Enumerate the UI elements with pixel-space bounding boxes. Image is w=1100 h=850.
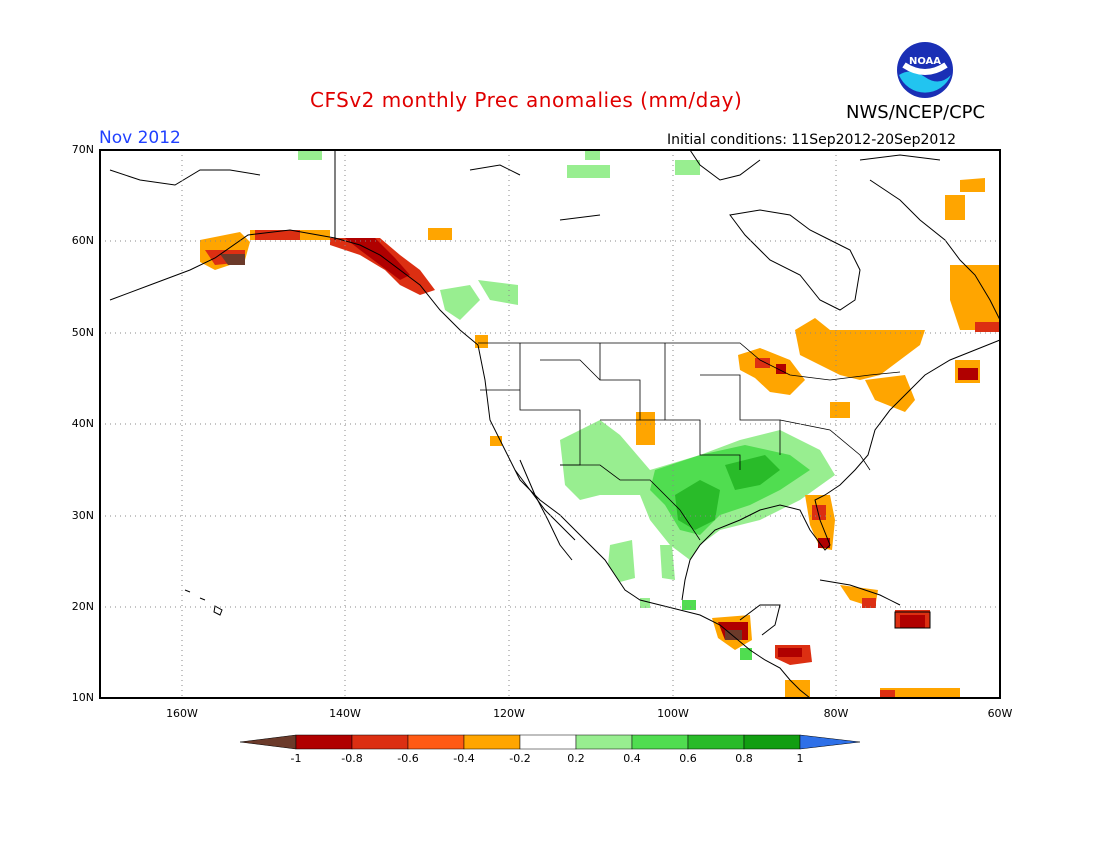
colorbar-label: 0.2	[567, 752, 585, 765]
lon-label: 80W	[823, 707, 849, 720]
map-frame	[99, 149, 1001, 699]
lat-label: 50N	[71, 326, 94, 339]
colorbar-label: -0.2	[509, 752, 531, 765]
lat-label: 30N	[71, 509, 94, 522]
lon-label: 100W	[657, 707, 689, 720]
colorbar-label: -0.6	[397, 752, 419, 765]
svg-text:NOAA: NOAA	[909, 56, 941, 67]
colorbar	[239, 734, 861, 750]
colorbar-label: -1	[290, 752, 302, 765]
noaa-logo-icon: NOAA	[897, 42, 953, 98]
lat-label: 20N	[71, 600, 94, 613]
lat-label: 70N	[71, 143, 94, 156]
colorbar-label: 1	[796, 752, 804, 765]
colorbar-label: -0.4	[453, 752, 475, 765]
lon-label: 140W	[329, 707, 361, 720]
initial-conditions: Initial conditions: 11Sep2012-20Sep2012	[667, 132, 957, 148]
map-title: CFSv2 monthly Prec anomalies (mm/day)	[310, 88, 743, 112]
political-borders	[478, 342, 901, 541]
lon-label: 160W	[166, 707, 198, 720]
agency-label: NWS/NCEP/CPC	[846, 102, 986, 123]
lat-label: 10N	[71, 691, 94, 704]
graticule	[100, 150, 1000, 698]
anomaly-layer	[200, 150, 1000, 698]
lon-label: 60W	[987, 707, 1013, 720]
colorbar-label: -0.8	[341, 752, 363, 765]
lat-label: 40N	[71, 417, 94, 430]
colorbar-label: 0.8	[735, 752, 753, 765]
colorbar-label: 0.6	[679, 752, 697, 765]
colorbar-label: 0.4	[623, 752, 641, 765]
forecast-month: Nov 2012	[99, 128, 181, 148]
lon-label: 120W	[493, 707, 525, 720]
coastlines	[109, 149, 1001, 699]
lat-label: 60N	[71, 234, 94, 247]
